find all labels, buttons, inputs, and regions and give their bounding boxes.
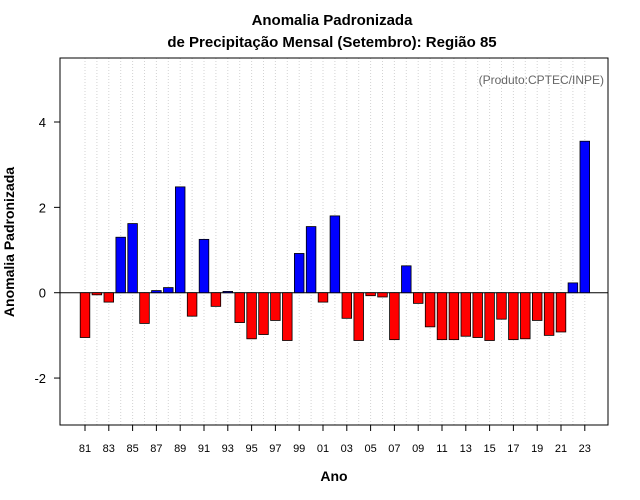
bars — [79, 140, 591, 341]
bar-93 — [222, 291, 234, 294]
x-axis: 81 83 85 87 89 91 93 95 97 99 01 03 05 07 09 11 13 15 17 19… — [79, 425, 591, 455]
x-tick-label: 03 — [341, 443, 353, 455]
bar-01 — [317, 292, 329, 303]
bar-00 — [305, 226, 317, 294]
y-axis: -2 0 2 4 — [34, 115, 60, 386]
bar-07 — [389, 292, 400, 341]
bar-14 — [472, 292, 483, 338]
bar-83 — [103, 292, 115, 303]
y-tick-label: 2 — [39, 200, 46, 215]
bar-13 — [460, 292, 472, 337]
bar-10 — [424, 292, 436, 328]
bar-96 — [258, 292, 269, 335]
y-tick-label: 0 — [39, 286, 46, 301]
bar-19 — [532, 292, 543, 321]
y-axis-title: Anomalia Padronizada — [1, 167, 17, 317]
x-tick-label: 13 — [460, 443, 472, 455]
bar-81 — [79, 292, 91, 338]
x-tick-label: 81 — [79, 443, 91, 455]
x-tick-label: 17 — [507, 443, 519, 455]
bar-22 — [567, 282, 579, 294]
x-tick-label: 23 — [579, 443, 591, 455]
bar-04 — [353, 292, 364, 341]
bar-98 — [282, 292, 293, 341]
bar-85 — [127, 223, 138, 294]
x-tick-label: 93 — [222, 443, 234, 455]
x-tick-label: 07 — [388, 443, 400, 455]
bar-89 — [174, 186, 186, 294]
x-tick-label: 85 — [126, 443, 138, 455]
bar-17 — [508, 292, 519, 341]
bar-87 — [151, 290, 162, 294]
chart-title-line1: Anomalia Padronizada — [252, 12, 414, 29]
bar-21 — [555, 292, 567, 333]
bar-95 — [246, 292, 257, 340]
x-tick-label: 19 — [531, 443, 543, 455]
plot-frame — [59, 57, 609, 426]
chart-title-line2: de Precipitação Mensal (Setembro): Regiã… — [167, 34, 496, 51]
y-tick-label: 4 — [39, 115, 46, 130]
x-tick-label: 15 — [483, 443, 495, 455]
bar-23 — [579, 140, 591, 294]
bar-18 — [520, 292, 531, 340]
bar-90 — [186, 292, 198, 317]
x-tick-label: 05 — [364, 443, 376, 455]
x-tick-label: 21 — [555, 443, 567, 455]
credit-annotation: (Produto:CPTEC/INPE) — [479, 73, 604, 87]
bar-97 — [270, 292, 281, 321]
x-tick-label: 01 — [317, 443, 329, 455]
bar-20 — [543, 292, 555, 336]
bar-88 — [163, 287, 174, 294]
x-tick-label: 83 — [103, 443, 115, 455]
bar-84 — [115, 236, 126, 294]
vertical-grid — [84, 58, 586, 425]
x-tick-label: 91 — [198, 443, 210, 455]
bar-91 — [198, 238, 210, 294]
bar-92 — [210, 292, 222, 307]
x-tick-label: 99 — [293, 443, 305, 455]
bar-08 — [401, 265, 412, 294]
bar-15 — [484, 292, 495, 341]
bar-11 — [436, 292, 448, 341]
x-tick-label: 11 — [436, 443, 447, 455]
x-axis-title: Ano — [320, 468, 347, 484]
bar-12 — [448, 292, 460, 341]
y-tick-label: -2 — [34, 371, 46, 386]
bar-82 — [91, 292, 103, 296]
x-tick-label: 09 — [412, 443, 424, 455]
x-tick-label: 97 — [269, 443, 281, 455]
bar-02 — [329, 215, 341, 294]
x-tick-label: 89 — [174, 443, 186, 455]
bar-99 — [293, 253, 305, 294]
bar-09 — [412, 292, 424, 304]
bar-03 — [341, 292, 353, 319]
bar-06 — [377, 292, 388, 298]
x-tick-label: 95 — [245, 443, 257, 455]
bar-05 — [365, 292, 376, 297]
bar-94 — [234, 292, 245, 323]
x-tick-label: 87 — [150, 443, 162, 455]
bar-16 — [496, 292, 507, 320]
bar-86 — [139, 292, 150, 324]
